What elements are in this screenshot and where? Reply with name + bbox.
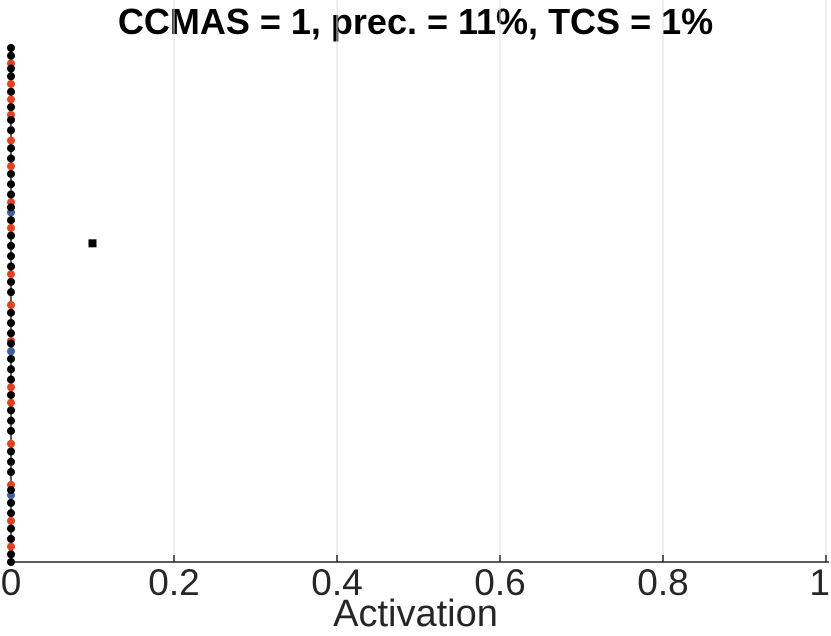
x-tick-label: 1	[809, 562, 830, 603]
data-point	[7, 64, 15, 73]
x-tick-label: 0.8	[637, 562, 688, 603]
data-point	[7, 558, 15, 566]
data-point	[7, 375, 15, 384]
data-point	[7, 288, 15, 297]
data-point	[7, 457, 15, 466]
data-point	[7, 190, 15, 199]
data-point	[7, 126, 15, 135]
data-point	[7, 252, 15, 261]
data-point	[7, 447, 15, 456]
data-point	[7, 308, 15, 317]
data-point	[7, 51, 15, 60]
data-point	[7, 516, 15, 525]
data-point	[7, 383, 15, 392]
x-tick-label: 0.4	[311, 562, 362, 603]
chart-title: CCMAS = 1, prec. = 11%, TCS = 1%	[117, 1, 714, 42]
data-point	[7, 87, 15, 96]
data-point	[7, 416, 15, 425]
data-point	[7, 509, 15, 518]
data-point	[7, 44, 15, 52]
data-point	[7, 223, 15, 232]
data-point	[7, 72, 15, 81]
x-tick-labels: 0 0.2 0.4 0.6 0.8 1	[1, 562, 830, 603]
data-point	[7, 439, 15, 448]
data-point	[7, 339, 15, 348]
data-point	[7, 169, 15, 178]
data-point	[7, 231, 15, 240]
data-point	[7, 486, 15, 495]
data-point	[7, 318, 15, 327]
grid-lines	[173, 0, 827, 562]
data-point	[7, 426, 15, 435]
data-point	[7, 347, 15, 356]
data-point	[88, 239, 97, 248]
data-point	[7, 301, 15, 309]
data-point	[7, 154, 15, 163]
data-point	[7, 262, 15, 271]
data-point	[7, 534, 15, 543]
data-points	[7, 44, 97, 566]
data-point	[7, 270, 15, 279]
data-point	[7, 103, 15, 112]
axes	[10, 44, 829, 563]
data-point	[7, 542, 15, 551]
data-point	[7, 95, 15, 104]
data-point	[7, 468, 15, 477]
data-point	[7, 277, 15, 286]
data-point	[7, 406, 15, 415]
x-tick-label: 0.6	[474, 562, 525, 603]
data-point	[7, 216, 15, 225]
data-point	[7, 398, 15, 407]
data-point	[7, 115, 15, 124]
data-point	[7, 498, 15, 507]
data-point	[7, 354, 15, 363]
x-tick-label: 0.2	[148, 562, 199, 603]
data-point	[7, 390, 15, 399]
data-point	[7, 203, 15, 212]
x-tick-label: 0	[1, 562, 22, 603]
data-point	[7, 524, 15, 533]
data-point	[7, 241, 15, 250]
data-point	[7, 550, 15, 559]
data-point	[7, 136, 15, 145]
x-axis-label: Activation	[333, 593, 498, 635]
data-point	[7, 79, 15, 88]
data-point	[7, 180, 15, 189]
data-point	[7, 365, 15, 374]
data-point	[7, 162, 15, 171]
data-point	[7, 144, 15, 153]
data-point	[7, 329, 15, 338]
